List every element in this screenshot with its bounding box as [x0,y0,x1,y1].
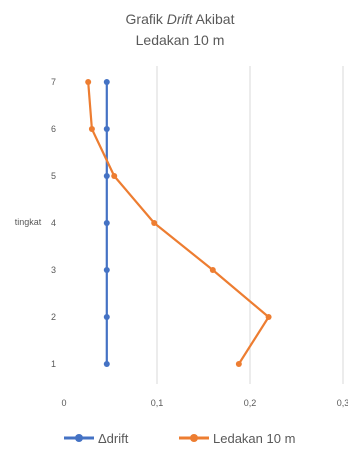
x-tick-label-1: 0 [61,398,66,408]
series-2-point-7 [85,79,92,85]
series-group [85,79,272,367]
chart-title-part-2: Drift [167,11,194,27]
chart-title-line-2: Ledakan 10 m [136,32,225,48]
series-1-point-1 [103,361,110,367]
y-axis-label: tingkat [15,217,42,227]
x-tick-label-3: 0,2 [244,398,257,408]
series-1-point-7 [103,79,110,85]
legend-marker-dot-drift [75,434,83,442]
gridlines [156,66,344,384]
chart-title-part-1: Grafik [126,11,167,27]
x-tick-label-4: 0,3 [337,398,348,408]
series-1-point-5 [103,173,110,179]
legend-label-drift: Δdrift [98,431,129,446]
y-tick-label-2: 2 [51,312,56,322]
x-tick-labels: 0 0,1 0,2 0,3 [61,398,348,408]
series-2-point-5 [111,173,118,179]
y-tick-label-4: 4 [51,218,56,228]
series-1-point-3 [103,267,110,273]
series-1-point-6 [103,126,110,132]
series-1-point-2 [103,314,110,320]
series-2-point-1 [235,361,242,367]
series-1-point-4 [103,220,110,226]
series-line-2 [87,81,270,365]
y-tick-labels: 1 2 3 4 5 6 7 [51,77,56,369]
series-2-point-2 [265,314,272,320]
series-2-point-4 [151,220,158,226]
series-2-point-3 [209,267,216,273]
y-tick-label-5: 5 [51,171,56,181]
legend: Δdrift Ledakan 10 m [64,431,295,446]
legend-label-ledakan: Ledakan 10 m [213,431,295,446]
y-tick-label-3: 3 [51,265,56,275]
chart-title-line-1: Grafik Drift Akibat [126,11,235,27]
legend-marker-dot-ledakan [190,434,198,442]
y-tick-label-7: 7 [51,77,56,87]
x-tick-label-2: 0,1 [151,398,164,408]
chart-title-part-3: Akibat [192,11,234,27]
y-tick-label-6: 6 [51,124,56,134]
series-2-point-6 [88,126,95,132]
y-tick-label-1: 1 [51,359,56,369]
